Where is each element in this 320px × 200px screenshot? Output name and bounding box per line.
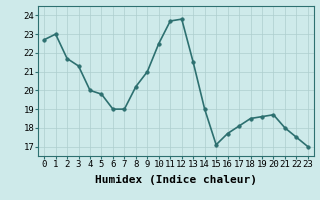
X-axis label: Humidex (Indice chaleur): Humidex (Indice chaleur): [95, 175, 257, 185]
